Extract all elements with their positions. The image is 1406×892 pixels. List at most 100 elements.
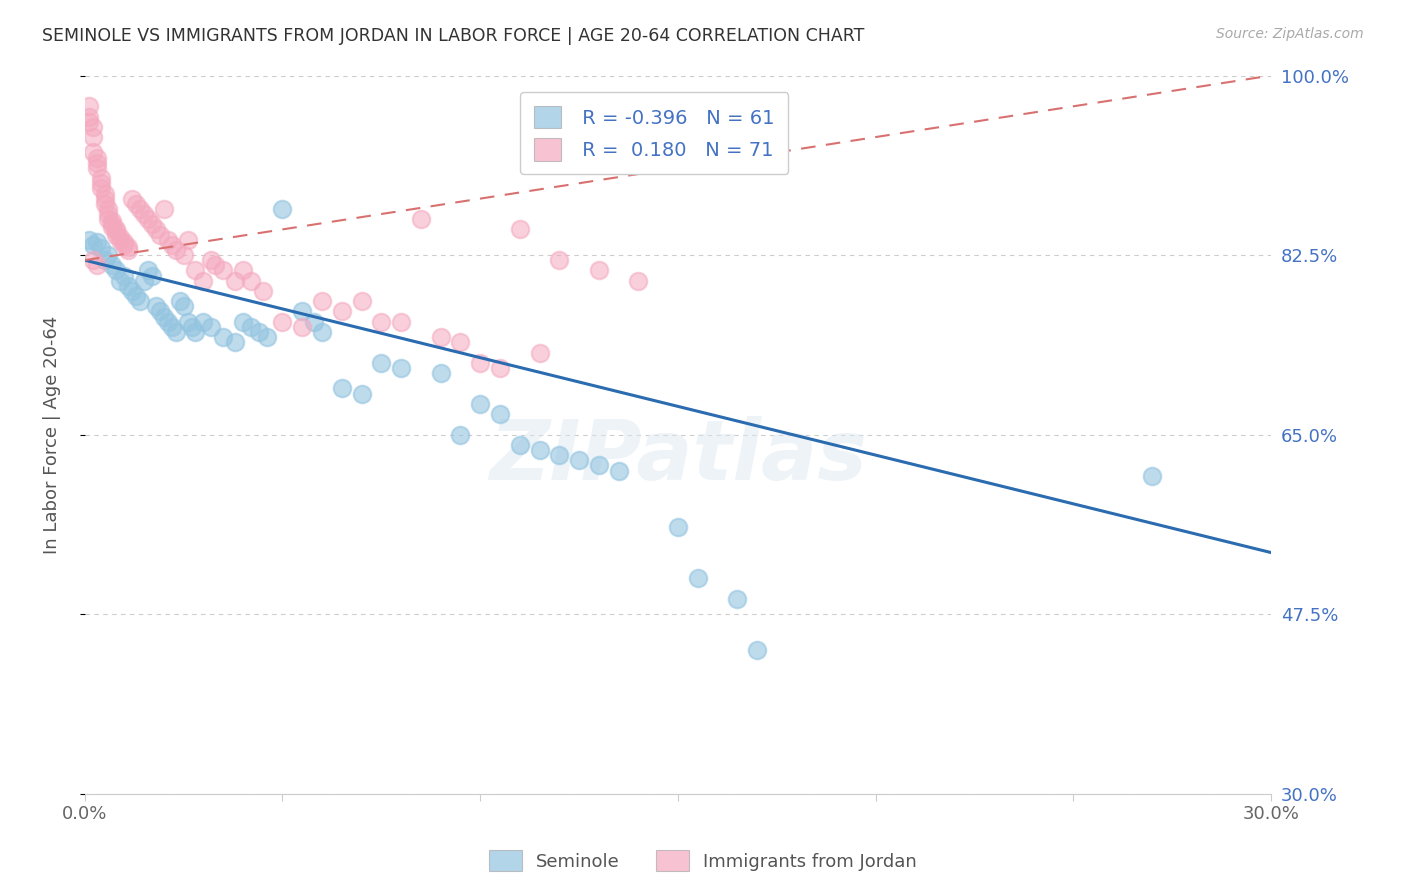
Point bbox=[509, 222, 531, 236]
Point bbox=[93, 186, 115, 201]
Point bbox=[176, 233, 198, 247]
Point bbox=[588, 458, 610, 473]
Point bbox=[449, 427, 471, 442]
Point bbox=[193, 315, 215, 329]
Point bbox=[112, 268, 135, 283]
Point bbox=[125, 289, 148, 303]
Point bbox=[153, 202, 176, 216]
Point bbox=[449, 335, 471, 350]
Point bbox=[232, 315, 254, 329]
Point bbox=[224, 335, 246, 350]
Point bbox=[568, 453, 591, 467]
Point bbox=[184, 325, 207, 339]
Point bbox=[350, 294, 373, 309]
Point bbox=[105, 227, 128, 242]
Point bbox=[470, 356, 492, 370]
Point bbox=[105, 224, 128, 238]
Point bbox=[90, 181, 112, 195]
Point bbox=[548, 253, 571, 268]
Point bbox=[141, 268, 163, 283]
Point bbox=[173, 299, 195, 313]
Point bbox=[93, 253, 115, 268]
Point bbox=[529, 345, 551, 359]
Point bbox=[105, 222, 128, 236]
Point bbox=[117, 243, 139, 257]
Point bbox=[204, 258, 226, 272]
Point bbox=[184, 263, 207, 277]
Y-axis label: In Labor Force | Age 20-64: In Labor Force | Age 20-64 bbox=[44, 316, 60, 554]
Point bbox=[389, 315, 412, 329]
Point bbox=[97, 202, 120, 216]
Point bbox=[101, 214, 124, 228]
Point bbox=[77, 114, 100, 128]
Point bbox=[745, 643, 768, 657]
Point bbox=[86, 155, 108, 169]
Point bbox=[409, 212, 432, 227]
Point bbox=[82, 253, 104, 268]
Point bbox=[129, 202, 152, 216]
Point bbox=[145, 222, 167, 236]
Point bbox=[489, 360, 512, 375]
Point bbox=[90, 176, 112, 190]
Text: SEMINOLE VS IMMIGRANTS FROM JORDAN IN LABOR FORCE | AGE 20-64 CORRELATION CHART: SEMINOLE VS IMMIGRANTS FROM JORDAN IN LA… bbox=[42, 27, 865, 45]
Point bbox=[291, 319, 314, 334]
Point bbox=[200, 319, 222, 334]
Point bbox=[101, 258, 124, 272]
Point bbox=[110, 274, 132, 288]
Point bbox=[193, 274, 215, 288]
Point bbox=[350, 386, 373, 401]
Point bbox=[302, 315, 325, 329]
Point bbox=[330, 381, 353, 395]
Point bbox=[165, 325, 187, 339]
Point bbox=[149, 304, 172, 318]
Point bbox=[156, 315, 179, 329]
Point bbox=[82, 120, 104, 134]
Point bbox=[529, 442, 551, 457]
Point bbox=[180, 319, 202, 334]
Point bbox=[370, 315, 392, 329]
Point bbox=[86, 258, 108, 272]
Text: ZIPatlas: ZIPatlas bbox=[489, 416, 868, 497]
Point bbox=[311, 325, 333, 339]
Point bbox=[200, 253, 222, 268]
Point bbox=[548, 448, 571, 462]
Point bbox=[121, 192, 143, 206]
Point bbox=[110, 229, 132, 244]
Point bbox=[97, 248, 120, 262]
Text: Source: ZipAtlas.com: Source: ZipAtlas.com bbox=[1216, 27, 1364, 41]
Point bbox=[136, 212, 159, 227]
Point bbox=[141, 217, 163, 231]
Point bbox=[82, 130, 104, 145]
Point bbox=[489, 407, 512, 421]
Point bbox=[156, 233, 179, 247]
Point bbox=[271, 202, 294, 216]
Point bbox=[153, 310, 176, 324]
Point bbox=[212, 330, 235, 344]
Point bbox=[90, 241, 112, 255]
Point bbox=[165, 243, 187, 257]
Point bbox=[149, 227, 172, 242]
Point bbox=[129, 294, 152, 309]
Point bbox=[82, 237, 104, 252]
Point bbox=[90, 171, 112, 186]
Point bbox=[101, 217, 124, 231]
Point bbox=[93, 192, 115, 206]
Point bbox=[145, 299, 167, 313]
Point bbox=[97, 212, 120, 227]
Point bbox=[169, 294, 191, 309]
Point bbox=[160, 319, 183, 334]
Point bbox=[132, 274, 155, 288]
Point bbox=[666, 520, 689, 534]
Point bbox=[121, 284, 143, 298]
Point bbox=[429, 330, 451, 344]
Point bbox=[239, 274, 262, 288]
Point bbox=[110, 233, 132, 247]
Point bbox=[101, 220, 124, 235]
Point bbox=[607, 463, 630, 477]
Point bbox=[112, 235, 135, 249]
Point bbox=[239, 319, 262, 334]
Point bbox=[82, 145, 104, 160]
Point bbox=[117, 240, 139, 254]
Point bbox=[112, 237, 135, 252]
Point bbox=[725, 591, 748, 606]
